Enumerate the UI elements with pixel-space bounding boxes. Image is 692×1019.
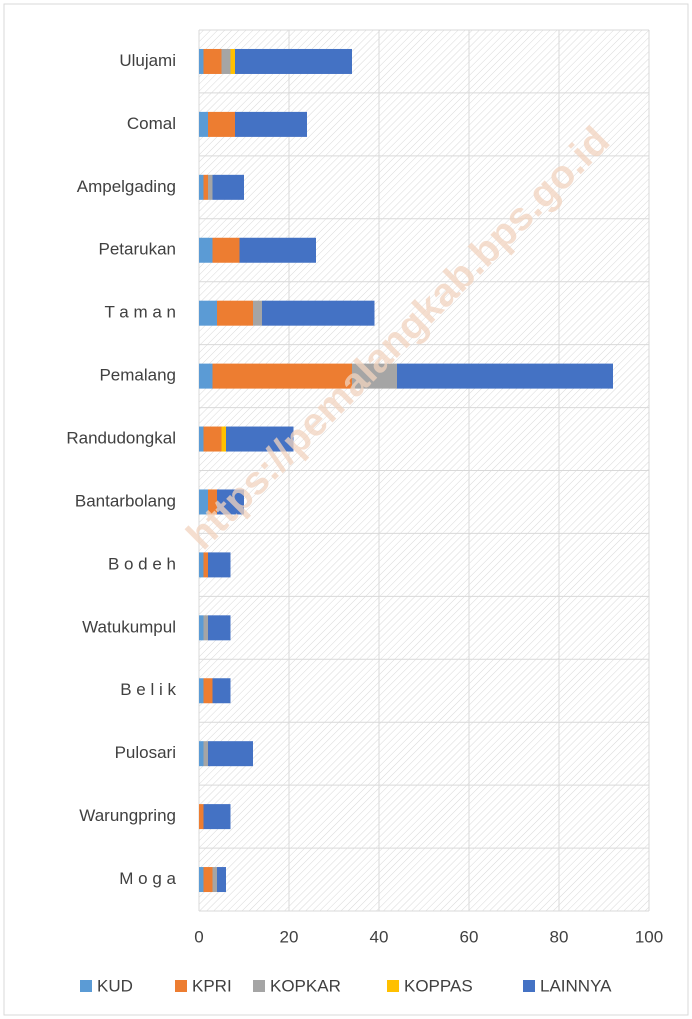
legend-swatch: [523, 980, 535, 992]
bar-segment: [217, 489, 244, 515]
x-tick-label: 60: [460, 927, 479, 946]
bar-segment: [203, 48, 222, 74]
bar-segment: [199, 237, 213, 263]
bar-segment: [208, 174, 213, 200]
legend-swatch: [387, 980, 399, 992]
bar-segment: [199, 426, 204, 452]
y-tick-label: Bantarbolang: [75, 491, 176, 510]
x-tick-label: 100: [635, 927, 663, 946]
bar-segment: [212, 363, 352, 389]
bar-segment: [199, 867, 204, 893]
bar-segment: [226, 426, 294, 452]
y-tick-label: Pemalang: [99, 366, 176, 385]
bar-segment: [239, 237, 316, 263]
bar-segment: [199, 174, 204, 200]
bar-segment: [208, 741, 253, 767]
bar-segment: [221, 48, 231, 74]
bar-segment: [203, 804, 231, 830]
bar-segment: [212, 678, 231, 704]
bar-segment: [203, 678, 213, 704]
bar-segment: [199, 678, 204, 704]
bar-segment: [208, 615, 231, 641]
legend-label: KPRI: [192, 976, 232, 995]
bar-segment: [203, 426, 222, 452]
bar-segment: [199, 741, 204, 767]
legend-swatch: [253, 980, 265, 992]
y-tick-label: B e l i k: [120, 680, 176, 699]
legend-swatch: [80, 980, 92, 992]
x-tick-label: 40: [370, 927, 389, 946]
bar-segment: [199, 804, 204, 830]
bar-segment: [208, 489, 217, 515]
bar-segment: [262, 300, 375, 326]
bar-segment: [352, 363, 397, 389]
bar-segment: [203, 741, 208, 767]
y-tick-label: Comal: [127, 114, 176, 133]
x-tick-label: 80: [550, 927, 569, 946]
bar-segment: [199, 363, 213, 389]
bar-segment: [253, 300, 262, 326]
legend-label: KOPPAS: [404, 976, 473, 995]
y-tick-label: Petarukan: [99, 240, 177, 259]
y-tick-label: Randudongkal: [66, 429, 176, 448]
bar-segment: [208, 111, 235, 137]
x-tick-label: 0: [194, 927, 203, 946]
bar-segment: [203, 174, 208, 200]
x-tick-label: 20: [280, 927, 299, 946]
bar-segment: [199, 615, 204, 641]
bar-segment: [203, 615, 208, 641]
y-tick-label: Watukumpul: [82, 617, 176, 636]
bar-segment: [199, 111, 208, 137]
bar-segment: [235, 48, 352, 74]
y-tick-label: T a m a n: [105, 303, 177, 322]
bar-segment: [212, 237, 240, 263]
y-tick-label: M o g a: [119, 869, 176, 888]
legend-swatch: [175, 980, 187, 992]
y-tick-label: Warungpring: [79, 806, 176, 825]
bar-segment: [397, 363, 613, 389]
bar-segment: [199, 489, 208, 515]
legend-label: KUD: [97, 976, 133, 995]
bar-segment: [217, 300, 253, 326]
bar-segment: [199, 300, 217, 326]
legend-label: KOPKAR: [270, 976, 341, 995]
bar-segment: [212, 867, 217, 893]
bar-segment: [221, 426, 226, 452]
bar-segment: [208, 552, 231, 578]
bar-segment: [217, 867, 226, 893]
bar-segment: [212, 174, 244, 200]
legend-label: LAINNYA: [540, 976, 612, 995]
bar-segment: [199, 48, 204, 74]
bar-segment: [230, 48, 235, 74]
y-tick-label: Ampelgading: [77, 177, 176, 196]
y-tick-label: Ulujami: [119, 51, 176, 70]
y-tick-label: Pulosari: [115, 743, 176, 762]
bar-segment: [199, 552, 204, 578]
bar-segment: [235, 111, 307, 137]
bar-segment: [203, 552, 208, 578]
bar-segment: [203, 867, 213, 893]
y-tick-label: B o d e h: [108, 554, 176, 573]
